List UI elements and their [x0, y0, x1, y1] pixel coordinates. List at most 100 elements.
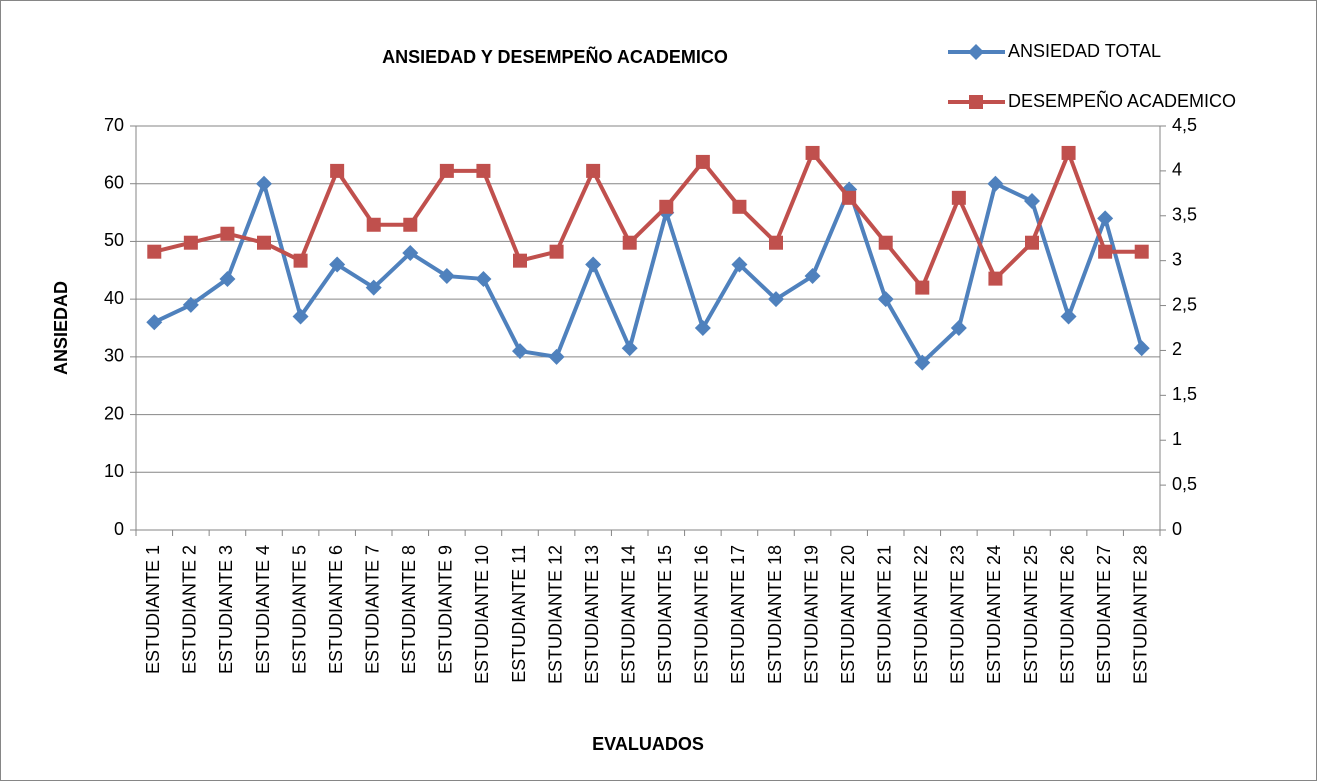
- data-point: [182, 296, 199, 313]
- data-point: [659, 199, 674, 214]
- x-tick-label: ESTUDIANTE 6: [326, 545, 346, 674]
- chart-title: ANSIEDAD Y DESEMPEÑO ACADEMICO: [382, 46, 728, 67]
- data-point: [330, 163, 345, 178]
- data-point: [1024, 193, 1040, 210]
- x-tick-label: ESTUDIANTE 23: [948, 545, 968, 684]
- x-tick-label: ESTUDIANTE 11: [509, 545, 529, 683]
- y-tick-label: 70: [104, 115, 124, 135]
- y2-tick-label: 2,5: [1172, 294, 1197, 314]
- y2-tick-label: 1: [1172, 429, 1182, 449]
- x-axis-label: EVALUADOS: [592, 734, 704, 754]
- x-tick-label: ESTUDIANTE 17: [728, 545, 748, 684]
- data-point: [805, 145, 820, 160]
- x-tick-label: ESTUDIANTE 16: [692, 545, 712, 684]
- data-point: [988, 271, 1003, 286]
- x-tick-label: ESTUDIANTE 8: [399, 545, 419, 674]
- data-point: [549, 244, 564, 259]
- data-point: [1134, 244, 1149, 259]
- data-point: [951, 190, 966, 205]
- x-tick-label: ESTUDIANTE 26: [1057, 545, 1077, 684]
- data-point: [183, 235, 198, 250]
- data-point: [402, 244, 419, 261]
- data-point: [732, 199, 747, 214]
- y-tick-label: 20: [104, 403, 124, 423]
- data-point: [1133, 340, 1150, 357]
- data-point: [439, 163, 454, 178]
- y2-tick-label: 2: [1172, 339, 1182, 359]
- x-tick-label: ESTUDIANTE 4: [253, 545, 273, 674]
- legend-label: ANSIEDAD TOTAL: [1008, 41, 1161, 61]
- y2-tick-label: 1,5: [1172, 384, 1197, 404]
- data-point: [769, 235, 783, 250]
- data-point: [950, 320, 967, 336]
- data-point: [768, 291, 784, 308]
- data-point: [548, 348, 565, 365]
- data-point: [403, 217, 418, 232]
- data-point: [365, 279, 382, 296]
- data-point: [438, 268, 455, 285]
- data-point: [586, 163, 601, 178]
- x-tick-label: ESTUDIANTE 27: [1094, 545, 1114, 684]
- data-point: [915, 280, 930, 295]
- data-point: [257, 235, 271, 250]
- data-point: [513, 253, 527, 268]
- y-tick-label: 60: [104, 172, 124, 192]
- y2-tick-label: 0: [1172, 519, 1182, 539]
- x-tick-label: ESTUDIANTE 5: [289, 545, 309, 674]
- y-axis-label: ANSIEDAD: [51, 281, 71, 375]
- x-tick-label: ESTUDIANTE 3: [216, 545, 236, 674]
- data-point: [256, 175, 272, 192]
- data-point: [147, 244, 162, 259]
- data-point: [842, 190, 857, 205]
- data-point: [621, 340, 638, 357]
- legend-marker: [969, 95, 983, 109]
- x-tick-label: ESTUDIANTE 2: [180, 545, 200, 674]
- x-tick-label: ESTUDIANTE 18: [765, 545, 785, 684]
- x-tick-label: ESTUDIANTE 1: [143, 545, 163, 674]
- x-tick-label: ESTUDIANTE 20: [838, 545, 858, 684]
- data-point: [293, 253, 308, 268]
- y2-tick-label: 3,5: [1172, 205, 1197, 225]
- x-tick-label: ESTUDIANTE 21: [874, 545, 894, 684]
- data-point: [694, 320, 711, 336]
- data-point: [695, 154, 710, 169]
- data-point: [366, 217, 381, 232]
- y2-tick-label: 4: [1172, 160, 1182, 180]
- data-point: [1098, 244, 1113, 259]
- y-tick-label: 30: [104, 346, 124, 366]
- data-point: [1097, 210, 1114, 227]
- data-point: [220, 226, 235, 241]
- y2-tick-label: 0,5: [1172, 474, 1197, 494]
- data-point: [1060, 308, 1077, 325]
- series-line: [153, 181, 1144, 365]
- data-point: [731, 256, 748, 273]
- legend-marker: [968, 44, 984, 60]
- y2-tick-label: 4,5: [1172, 115, 1197, 135]
- data-point: [292, 308, 309, 325]
- x-tick-label: ESTUDIANTE 28: [1130, 545, 1150, 684]
- x-tick-label: ESTUDIANTE 14: [618, 545, 638, 684]
- series-line: [153, 150, 1142, 290]
- x-tick-label: ESTUDIANTE 10: [472, 545, 492, 684]
- data-point: [219, 270, 236, 287]
- x-tick-label: ESTUDIANTE 15: [655, 545, 675, 684]
- data-point: [475, 270, 492, 287]
- x-tick-label: ESTUDIANTE 19: [801, 545, 821, 684]
- x-tick-label: ESTUDIANTE 24: [984, 545, 1004, 684]
- data-point: [476, 163, 491, 178]
- x-tick-label: ESTUDIANTE 9: [436, 545, 456, 674]
- y-tick-label: 40: [104, 288, 124, 308]
- data-point: [146, 314, 163, 331]
- data-point: [585, 256, 602, 273]
- data-point: [804, 268, 821, 285]
- x-tick-label: ESTUDIANTE 25: [1021, 545, 1041, 684]
- data-point: [878, 235, 893, 250]
- data-point: [512, 343, 528, 360]
- data-point: [987, 175, 1004, 192]
- y-tick-label: 50: [104, 230, 124, 250]
- data-point: [914, 354, 931, 371]
- data-point: [1025, 235, 1039, 250]
- data-point: [877, 291, 894, 308]
